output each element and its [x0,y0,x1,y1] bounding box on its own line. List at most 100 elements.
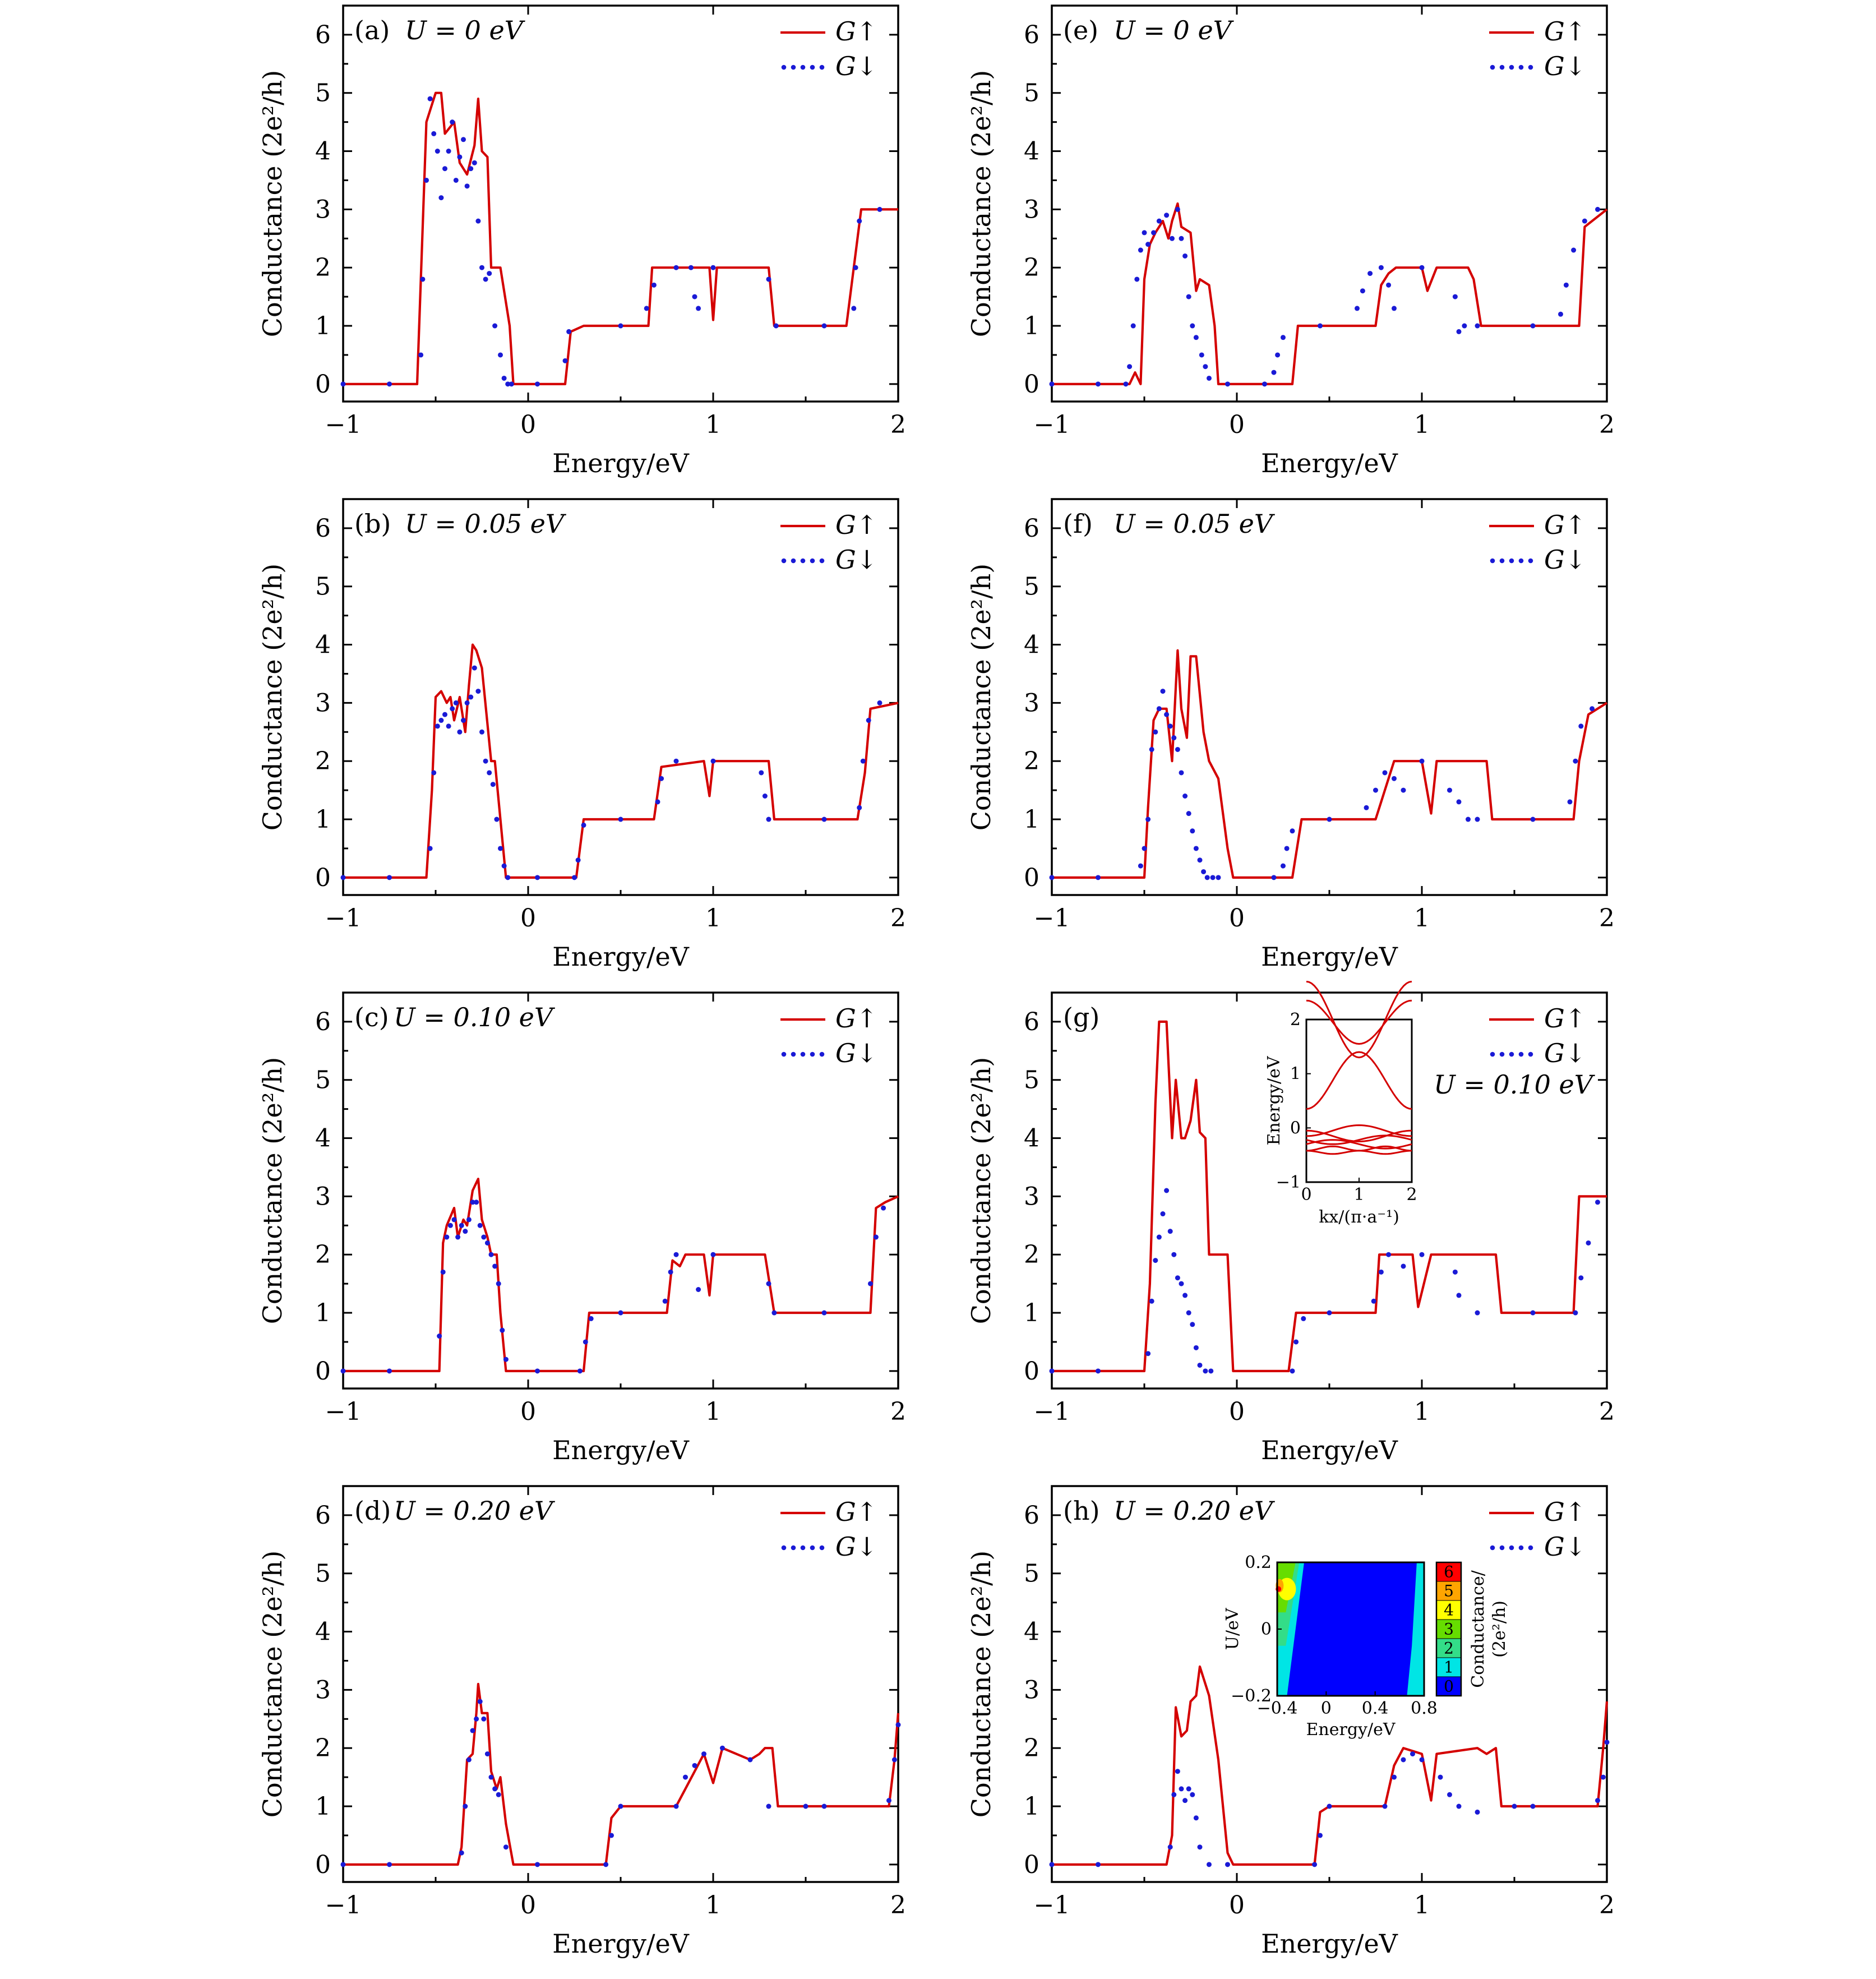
y-tick-label: 3 [315,689,331,717]
legend-down-swatch-dot [781,1545,787,1551]
series-down-point [1364,805,1369,810]
x-tick-label: 2 [890,1397,906,1426]
series-down-point [503,1357,509,1362]
inset-y-tick-label: 0 [1290,1118,1301,1138]
series-down-point [581,822,586,828]
y-axis-label: Conductance (2e²/h) [966,564,996,831]
series-down-point [1327,1310,1332,1316]
panel-f: −1 0 1 2 0 1 2 3 4 5 6 Energy/eV Conductance (2e²/h)… [966,498,1615,972]
y-tick-label: 5 [1024,573,1039,601]
series-down-point [1466,816,1471,822]
x-tick-label: 2 [1599,1891,1615,1920]
series-down-point [668,1269,673,1275]
y-tick-label: 5 [315,1066,331,1095]
legend-up-label: G↑ [1544,510,1586,540]
legend-down-label: G↓ [835,51,877,81]
series-down-point [673,758,679,764]
series-down-point [1171,1792,1177,1797]
series-down-point [821,1310,827,1316]
series-down-point [860,758,866,764]
series-down-point [1355,306,1360,311]
series-down-point [1225,1862,1230,1867]
y-tick-label: 2 [315,253,331,282]
series-down-point [651,282,657,288]
series-down-point [1175,746,1180,752]
contour-region-edge [1407,1562,1424,1696]
series-down-point [1190,828,1195,834]
series-down-point [673,1252,679,1257]
series-down-point [492,323,498,329]
series-down-point [1182,794,1188,799]
series-down-point [572,875,577,880]
series-down-point [868,1281,873,1286]
legend-down-swatch-dot [1499,558,1505,564]
band-curve [1306,1134,1412,1145]
x-tick-label: −1 [325,1397,362,1426]
series-down-point [1182,1798,1188,1803]
series-down-point [873,1234,879,1240]
y-tick-label: 2 [315,1734,331,1763]
series-down-point [450,119,455,125]
x-tick-label: 1 [1414,1397,1430,1426]
series-down-point [440,1269,446,1275]
series-down-point [821,1803,827,1809]
legend-up-label: G↑ [1544,16,1586,47]
x-tick-label: −1 [1034,410,1070,439]
inset-x-tick-label: 2 [1406,1185,1417,1205]
series-down-point [1401,1263,1406,1269]
series-down-point [479,265,484,270]
x-tick-label: 1 [705,1891,721,1920]
y-tick-label: 0 [315,1851,331,1879]
band-curve [1306,980,1412,1059]
y-axis-label: Conductance (2e²/h) [966,1551,996,1817]
series-down-point [431,770,437,776]
colorbar-level-label: 5 [1444,1582,1454,1600]
series-down-point [1142,230,1147,236]
series-down-point [720,1745,725,1751]
legend-down-swatch-dot [1499,1051,1505,1057]
panel-label: (e) [1063,15,1098,45]
series-down-point [1312,1862,1318,1867]
series-up-line [1052,202,1608,385]
y-tick-label: 0 [1024,370,1039,399]
legend-down-swatch-dot [1528,1545,1533,1551]
x-axis-label: Energy/eV [552,448,690,478]
series-down-point [1582,218,1587,224]
x-tick-label: 1 [1414,904,1430,933]
series-down-point [1179,1786,1184,1792]
band-curve [1306,1051,1412,1110]
legend-down-swatch-dot [1518,1051,1524,1057]
series-down-point [1327,816,1332,822]
inset-x-tick-label: 0 [1321,1699,1332,1718]
series-down-point [1382,1803,1388,1809]
legend-down-swatch-dot [791,558,796,564]
series-down-point [1096,875,1101,880]
legend-down-swatch-dot [1509,558,1514,564]
series-down-point [1190,1322,1195,1327]
series-down-point [577,1368,583,1374]
legend-down-swatch-dot [791,1545,796,1551]
series-down-point [505,381,511,387]
series-down-point [431,131,437,136]
series-up-line [343,91,898,385]
series-down-point [1049,1368,1055,1374]
series-down-point [1156,218,1162,224]
series-down-point [692,1763,697,1768]
series-down-point [488,1252,494,1257]
series-down-point [773,323,779,329]
series-down-point [483,758,488,764]
legend-down-swatch-dot [810,1051,815,1057]
series-down-point [1197,1362,1203,1368]
x-tick-label: 1 [1414,1891,1430,1920]
series-down-point [1530,323,1536,329]
y-tick-label: 6 [315,1501,331,1530]
legend-up-label: G↑ [1544,1497,1586,1527]
x-tick-label: 0 [520,410,536,439]
y-axis-label: Conductance (2e²/h) [257,564,288,831]
series-down-point [535,1368,540,1374]
inset-x-tick-label: −0.4 [1257,1699,1298,1718]
y-tick-label: 5 [1024,79,1039,108]
x-tick-label: −1 [325,904,362,933]
